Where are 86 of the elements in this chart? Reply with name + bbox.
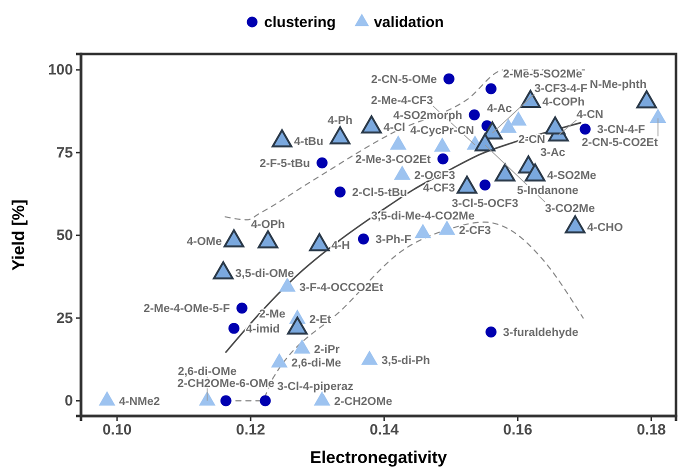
x-tick-label: 0.10 (102, 422, 132, 439)
annotation: 3-Cl-4-piperaz (277, 380, 354, 393)
annotation: 4-COPh (542, 96, 585, 109)
annotation: 3-F-4-OCCO2Et (299, 282, 384, 294)
annotation: 3-Ac (540, 147, 566, 160)
annotation: 3-CF3-4-F (534, 83, 588, 96)
point (474, 133, 496, 152)
annotation: 3-CN-4-F (597, 124, 646, 136)
point (544, 116, 566, 134)
annotation: 2,6-di-OMe (178, 366, 237, 378)
annotation: 4-CF3 (423, 182, 455, 194)
annotation: 2-F-5-tBu (260, 158, 310, 170)
annotation: 4-H (331, 240, 350, 252)
y-tick-label: 50 (56, 227, 73, 244)
y-tick-label: 25 (56, 310, 73, 327)
annotation: 2-Cl-5-tBu (352, 186, 408, 199)
x-axis-title: Electronegativity (310, 448, 448, 467)
annotation: 4-SO2Me (547, 170, 596, 182)
point (287, 316, 308, 335)
annotation: 4-Ph (328, 115, 353, 128)
point (294, 339, 310, 354)
point (434, 137, 451, 152)
y-tick-label: 0 (64, 392, 73, 410)
annotation: 2-CN-5-OMe (371, 74, 437, 86)
point (414, 224, 432, 238)
annotation: 4-Cl (383, 122, 406, 134)
point (271, 353, 288, 368)
point (650, 108, 666, 123)
annotation: 4-imid (246, 323, 280, 336)
annotation: 3-Ph-F (375, 234, 412, 246)
annotation: 4-CHO (587, 222, 623, 234)
annotation: 2-iPr (314, 344, 340, 356)
point (361, 115, 382, 134)
legend-label: validation (374, 14, 444, 31)
point (314, 391, 330, 406)
annotation: 2-Me-4-CF3 (371, 94, 433, 107)
annotation: 2-Me-3-CO2Et (355, 154, 431, 166)
annotation: 2-CH2OMe (334, 396, 392, 408)
annotation: 2-CN (518, 134, 546, 146)
y-axis-title: Yield [%] (9, 199, 28, 271)
point (564, 215, 586, 234)
point (500, 118, 517, 133)
x-tick-label: 0.14 (370, 422, 400, 439)
x-tick-label: 0.12 (236, 422, 266, 439)
annotation: 3,5-di-Me-4-CO2Me (371, 210, 475, 222)
annotation: 4-tBu (294, 136, 324, 148)
annotation: 2,6-di-Me (291, 358, 342, 370)
annotation: 3-CO2Me (545, 202, 595, 215)
point (198, 391, 216, 406)
annotation: 4-OMe (186, 236, 222, 248)
annotation: 2-Me-5-SO2Me (503, 68, 582, 81)
annotation: N-Me-phth (590, 78, 647, 91)
annotation: 2-Me-4-OMe-5-F (144, 303, 230, 316)
annotation: 4-OPh (251, 218, 285, 231)
annotation: 4-Ac (487, 102, 513, 115)
annotation: 2-CF3 (458, 225, 491, 238)
annotation: 3,5-di-Ph (381, 355, 430, 368)
point (510, 111, 527, 126)
point (98, 391, 116, 406)
point (212, 261, 234, 280)
point (494, 163, 516, 182)
point (361, 350, 378, 365)
y-tick-label: 100 (48, 62, 73, 79)
point (636, 90, 657, 108)
point (524, 163, 546, 182)
point (224, 229, 244, 248)
point (390, 135, 407, 150)
annotation: 2-CN-5-CO2Et (582, 137, 658, 150)
x-tick-label: 0.18 (636, 422, 666, 439)
y-tick-label: 75 (56, 144, 73, 162)
point (438, 220, 456, 235)
point (258, 230, 278, 248)
legend-label: clustering (264, 14, 336, 31)
annotation: 3-furaldehyde (503, 326, 578, 339)
point (309, 233, 330, 252)
point (456, 176, 478, 194)
annotation: 2-Me (259, 308, 286, 320)
point (330, 126, 350, 144)
point (272, 129, 292, 148)
x-tick-label: 0.16 (503, 422, 532, 439)
annotation: 4-CN (576, 109, 604, 122)
point (394, 165, 411, 180)
annotation: 2-Et (309, 314, 332, 326)
annotation: 3,5-di-OMe (235, 268, 294, 280)
annotation: 3-Cl-5-OCF3 (452, 198, 518, 210)
annotation: 4-NMe2 (119, 396, 160, 408)
